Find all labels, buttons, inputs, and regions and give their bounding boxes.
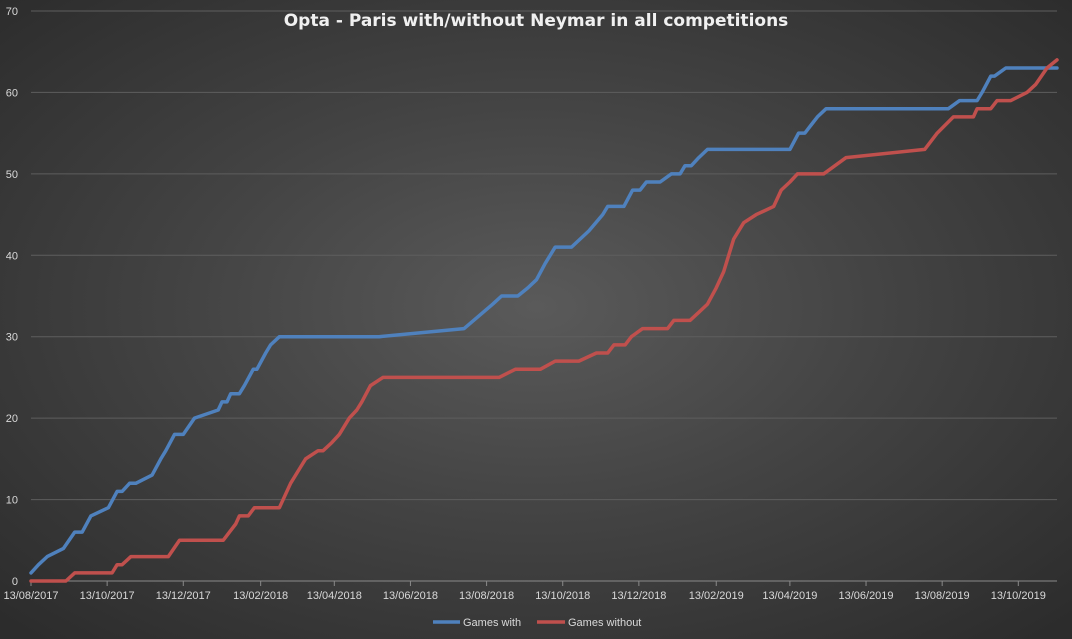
y-tick-label: 30 [6, 332, 18, 344]
series-line-games-without [29, 58, 1059, 583]
y-axis: 0 10 20 30 40 50 60 70 [6, 6, 18, 588]
x-tick-label: 13/10/2019 [991, 590, 1046, 602]
legend-label: Games without [568, 617, 641, 629]
x-tick-label: 13/04/2018 [307, 590, 362, 602]
x-tick-label: 13/08/2019 [915, 590, 970, 602]
x-tick-label: 13/08/2017 [3, 590, 58, 602]
x-tick-label: 13/12/2018 [611, 590, 666, 602]
legend: Games with Games without [433, 617, 641, 629]
chart-title: Opta - Paris with/without Neymar in all … [284, 11, 789, 31]
x-tick-label: 13/04/2019 [762, 590, 817, 602]
x-axis: 13/08/2017 13/10/2017 13/12/2017 13/02/2018… [3, 581, 1046, 602]
series-line-games-with [29, 66, 1059, 575]
legend-label: Games with [463, 617, 521, 629]
x-tick-label: 13/10/2018 [535, 590, 590, 602]
y-tick-label: 20 [6, 413, 18, 425]
x-tick-label: 13/10/2017 [80, 590, 135, 602]
gridlines [31, 10, 1057, 582]
y-tick-label: 10 [6, 495, 18, 507]
x-tick-label: 13/02/2018 [233, 590, 288, 602]
x-tick-label: 13/02/2019 [689, 590, 744, 602]
x-tick-label: 13/12/2017 [156, 590, 211, 602]
series-lines [29, 58, 1059, 583]
y-tick-label: 70 [6, 6, 18, 18]
y-tick-label: 40 [6, 250, 18, 262]
y-tick-label: 50 [6, 169, 18, 181]
x-tick-label: 13/06/2018 [383, 590, 438, 602]
x-tick-label: 13/08/2018 [459, 590, 514, 602]
x-tick-label: 13/06/2019 [838, 590, 893, 602]
y-tick-label: 60 [6, 87, 18, 99]
y-tick-label: 0 [12, 576, 18, 588]
